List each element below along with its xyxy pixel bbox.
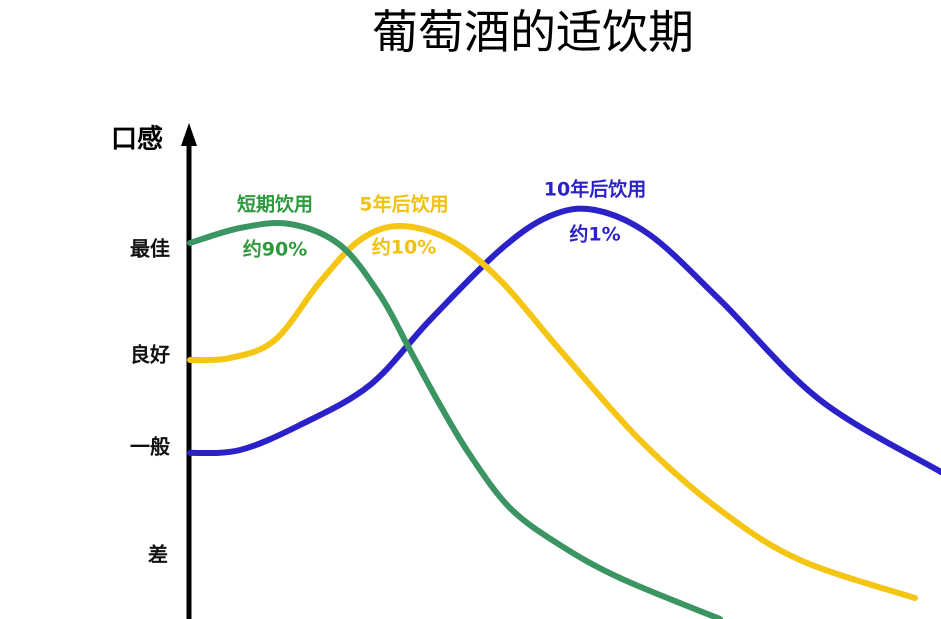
curve-label: 10年后饮用	[544, 178, 646, 201]
title: 葡萄酒的适饮期	[372, 5, 694, 59]
curve	[187, 219, 723, 619]
curve	[187, 222, 918, 601]
level-label: 一般	[130, 435, 170, 459]
curve-share: 约1%	[569, 223, 620, 246]
level-label: 良好	[130, 343, 170, 367]
curve-share: 约10%	[372, 236, 436, 259]
curve-label: 5年后饮用	[359, 193, 448, 216]
axis-arrow	[181, 123, 197, 146]
curve	[187, 205, 941, 475]
y-axis-label: 口感	[111, 125, 163, 155]
curve-label: 短期饮用	[237, 193, 313, 216]
curve-share: 约90%	[243, 238, 307, 261]
level-label: 最佳	[130, 237, 170, 261]
level-label: 差	[148, 543, 168, 567]
